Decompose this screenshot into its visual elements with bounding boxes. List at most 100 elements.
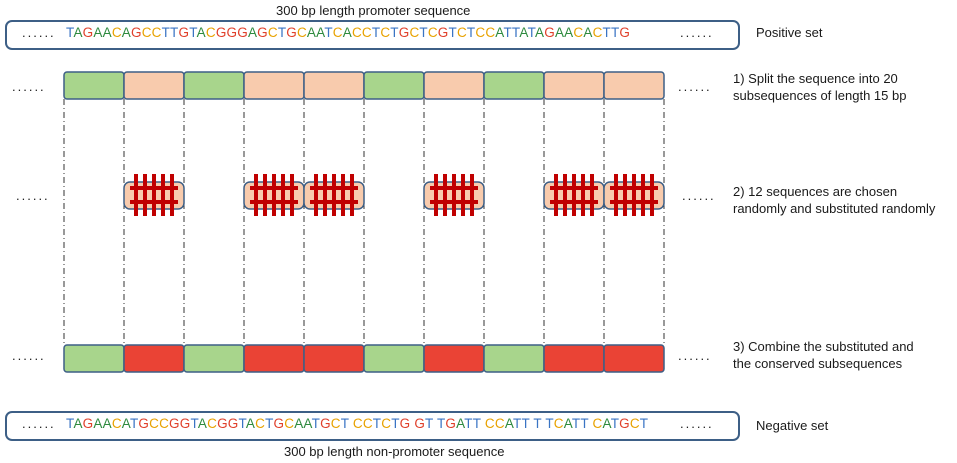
ellipsis-left: ......	[16, 188, 50, 203]
negative-sequence-base: T	[610, 416, 620, 431]
positive-sequence-base: G	[226, 25, 238, 40]
positive-sequence-base: T	[610, 25, 620, 40]
negative-sequence-base: T	[580, 416, 589, 431]
positive-sequence-base: C	[485, 25, 496, 40]
positive-sequence-base: T	[189, 25, 197, 40]
negative-sequence-base: T	[513, 416, 522, 431]
positive-sequence-base: A	[554, 25, 565, 40]
substitution-bar	[443, 174, 447, 216]
substitution-bar	[452, 174, 456, 216]
row1-segment	[63, 71, 125, 100]
positive-sequence-base: G	[286, 25, 297, 40]
substitution-bar	[161, 174, 165, 216]
substitution-bar	[314, 174, 318, 216]
substitution-bar	[610, 200, 658, 204]
positive-set-label: Positive set	[756, 25, 823, 40]
substitution-bar	[614, 174, 618, 216]
substitution-bar	[641, 174, 645, 216]
row3-segment	[543, 344, 605, 373]
negative-sequence-base: T	[190, 416, 198, 431]
negative-sequence-base: T	[372, 416, 382, 431]
substitution-bar	[170, 174, 174, 216]
substitution-bar	[254, 174, 258, 216]
negative-sequence-base: T	[311, 416, 321, 431]
positive-sequence-base: C	[456, 25, 467, 40]
positive-sequence-base: T	[390, 25, 399, 40]
positive-sequence-base: C	[427, 25, 438, 40]
substitution-bar	[590, 174, 594, 216]
negative-sequence-base: C	[284, 416, 295, 431]
substitution-bar	[310, 186, 358, 190]
positive-sequence-base: C	[141, 25, 152, 40]
substitution-bar	[263, 174, 267, 216]
substitution-bar	[310, 200, 358, 204]
negative-sequence-base: T	[66, 416, 74, 431]
row3-segment	[63, 344, 125, 373]
ellipsis-left: ......	[12, 79, 46, 94]
negative-sequence-base: G	[320, 416, 331, 431]
positive-sequence-base: A	[102, 25, 112, 40]
positive-sequence-base: A	[316, 25, 325, 40]
substitution-bar	[323, 174, 327, 216]
negative-sequence: TAGAACATGCCGGTACGGTACTGCAATGCT CCTCTG GT…	[66, 416, 648, 431]
row1-segment	[243, 71, 305, 100]
negative-sequence-base: C	[330, 416, 341, 431]
negative-sequence-base: T	[425, 416, 434, 431]
step-2-line-1: 2) 12 sequences are chosen	[733, 184, 898, 199]
step-1-description: 1) Split the sequence into 20 subsequenc…	[733, 70, 906, 104]
ellipsis-right: ......	[680, 416, 714, 431]
negative-sequence-base: A	[197, 416, 208, 431]
negative-sequence-base: G	[217, 416, 228, 431]
positive-sequence-base: G	[82, 25, 94, 40]
positive-sequence-base: A	[342, 25, 352, 40]
row1-segment	[603, 71, 665, 100]
row3-segment	[423, 344, 485, 373]
positive-sequence-base: T	[170, 25, 179, 40]
substitution-bar	[332, 174, 336, 216]
substitution-bar	[550, 200, 598, 204]
negative-sequence-base: C	[111, 416, 122, 431]
negative-sequence-base: G	[445, 416, 457, 431]
negative-sequence-base: G	[169, 416, 180, 431]
positive-sequence-base: C	[573, 25, 584, 40]
negative-sequence-base: C	[149, 416, 160, 431]
positive-sequence-base: C	[296, 25, 307, 40]
step-2-description: 2) 12 sequences are chosen randomly and …	[733, 183, 935, 217]
substitution-bar	[632, 174, 636, 216]
step-1-line-1: 1) Split the sequence into 20	[733, 71, 898, 86]
positive-sequence-base: G	[130, 25, 142, 40]
substitution-bar	[434, 174, 438, 216]
negative-sequence-base: G	[227, 416, 239, 431]
negative-sequence-base: C	[381, 416, 392, 431]
row3-segment	[243, 344, 305, 373]
positive-sequence-base: A	[93, 25, 103, 40]
negative-sequence-base: A	[73, 416, 83, 431]
positive-sequence-base: G	[619, 25, 631, 40]
positive-sequence-base: C	[111, 25, 122, 40]
substitution-bar	[134, 174, 138, 216]
negative-sequence-base: T	[571, 416, 581, 431]
negative-set-label: Negative set	[756, 418, 829, 433]
step-1-line-2: subsequences of length 15 bp	[733, 88, 907, 103]
negative-sequence-base: T	[545, 416, 554, 431]
substitution-bar	[430, 200, 478, 204]
negative-sequence-base: C	[352, 416, 363, 431]
negative-sequence-base: T	[533, 416, 542, 431]
negative-sequence-base: G	[179, 416, 191, 431]
positive-sequence-base: A	[495, 25, 504, 40]
positive-sequence-base: A	[196, 25, 206, 40]
negative-sequence-base: T	[464, 416, 473, 431]
row1-segment	[183, 71, 245, 100]
positive-sequence-base: G	[437, 25, 449, 40]
negative-sequence-base: A	[563, 416, 572, 431]
negative-sequence-base: C	[207, 416, 218, 431]
ellipsis-right: ......	[680, 25, 714, 40]
negative-sequence-base: C	[494, 416, 505, 431]
row1-segment	[363, 71, 425, 100]
step-3-description: 3) Combine the substituted and the conse…	[733, 338, 914, 372]
negative-sequence-base: T	[472, 416, 481, 431]
positive-sequence-base: A	[121, 25, 131, 40]
row1-segment	[123, 71, 185, 100]
positive-sequence-base: C	[409, 25, 420, 40]
